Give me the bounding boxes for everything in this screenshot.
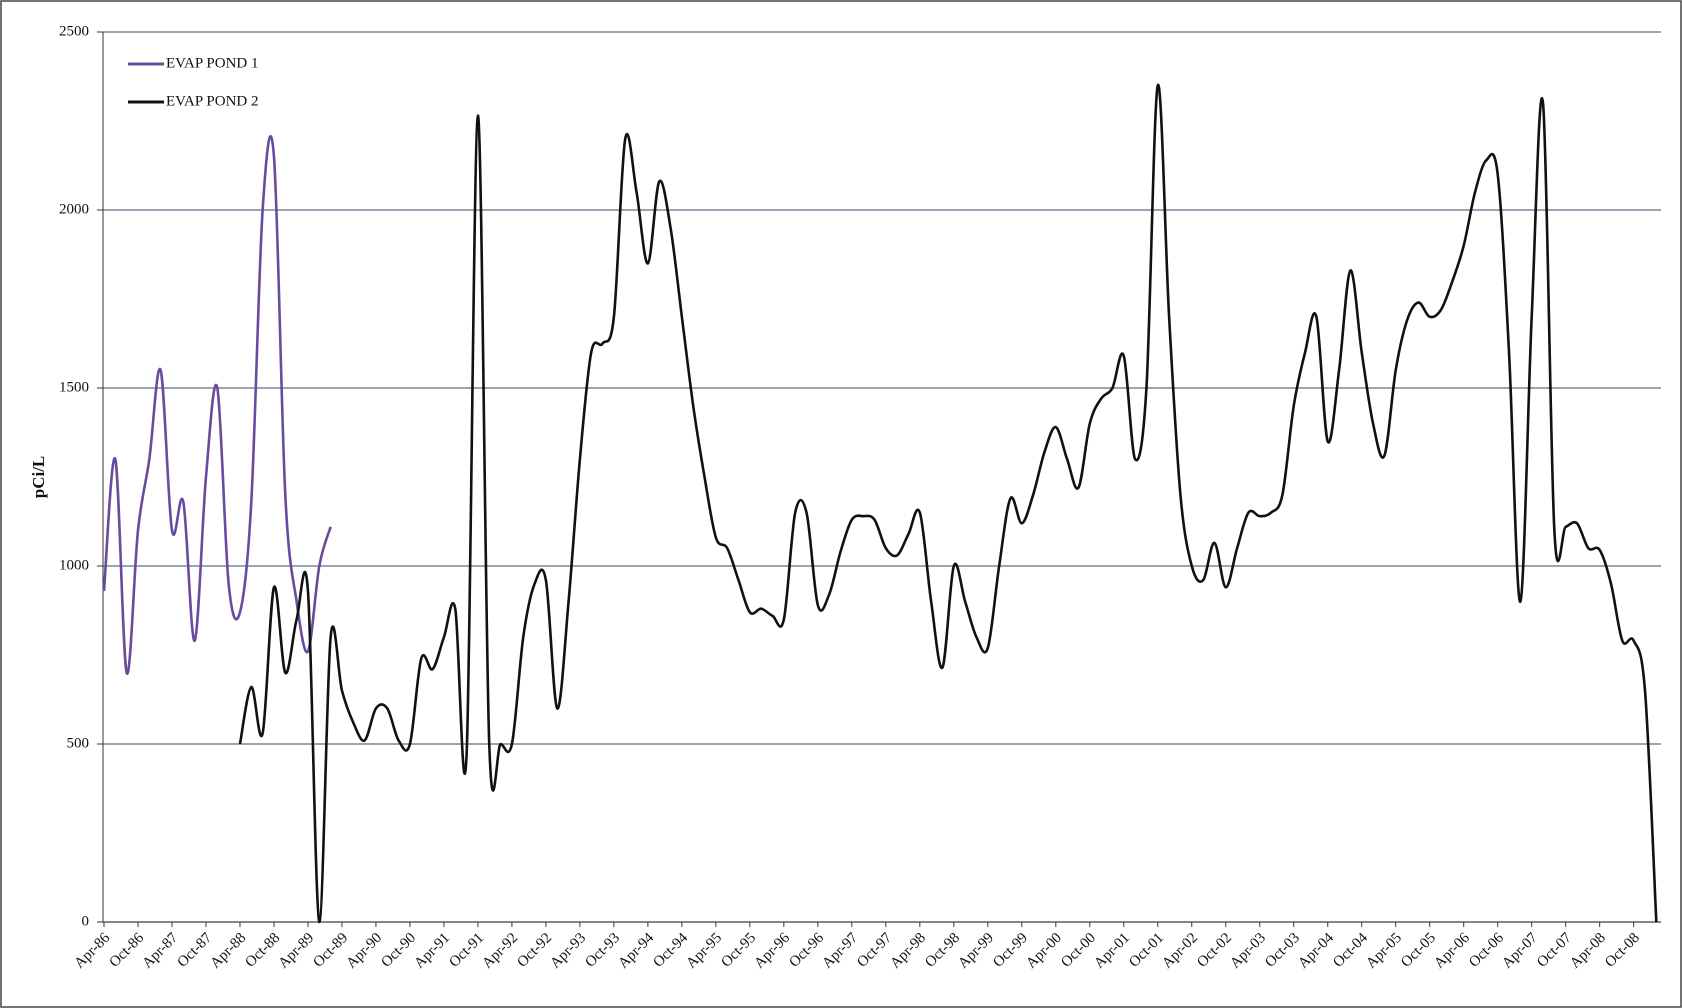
y-tick-label: 2000 bbox=[59, 201, 89, 217]
y-axis-title: pCi/L bbox=[29, 456, 48, 499]
y-tick-label: 2500 bbox=[59, 23, 89, 39]
series-line bbox=[238, 83, 1658, 924]
y-tick-label: 1000 bbox=[59, 557, 89, 573]
legend-label: EVAP POND 2 bbox=[166, 93, 259, 109]
y-tick-label: 1500 bbox=[59, 379, 89, 395]
y-tick-label: 0 bbox=[82, 913, 90, 929]
legend-label: EVAP POND 1 bbox=[166, 55, 259, 71]
y-tick-label: 500 bbox=[67, 735, 90, 751]
series-line bbox=[102, 135, 332, 675]
